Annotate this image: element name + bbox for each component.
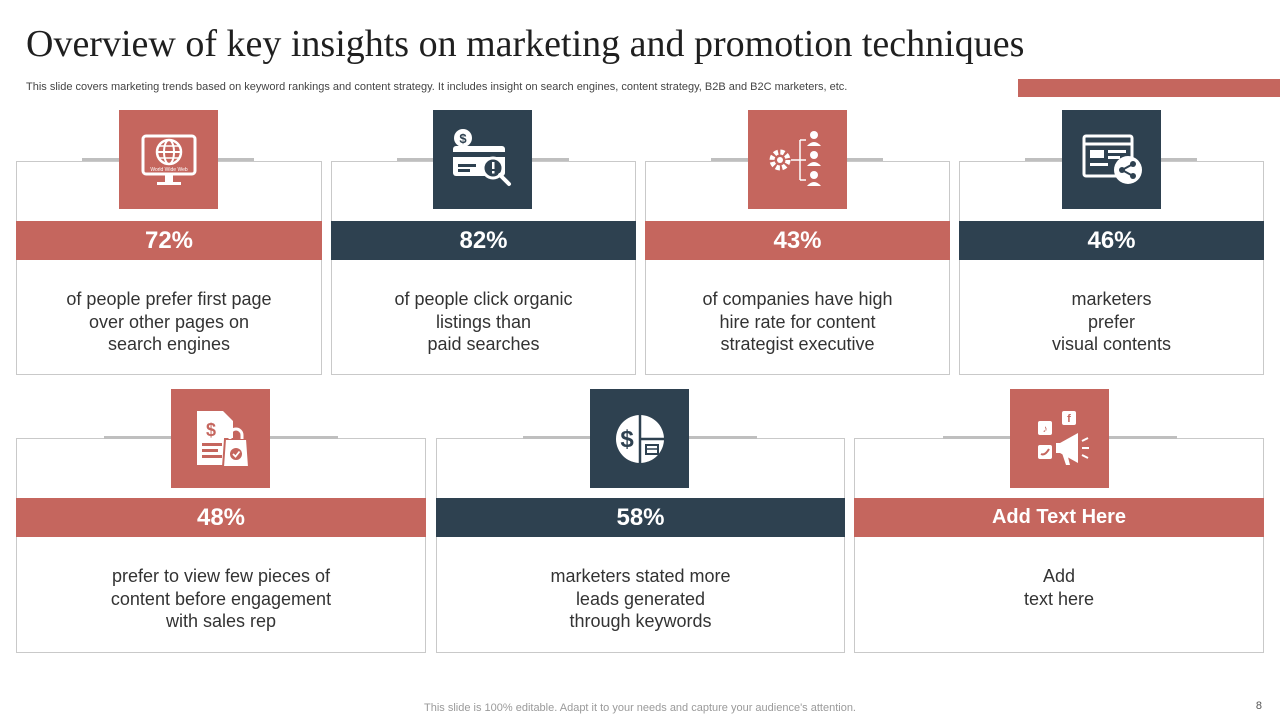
insight-line: marketers	[1071, 289, 1152, 309]
insight-line: prefer to view few pieces of	[111, 566, 331, 586]
footer-note: This slide is 100% editable. Adapt it to…	[424, 702, 856, 714]
insight-text-5: prefer to view few pieces of content bef…	[16, 565, 426, 633]
insight-line: over other pages on	[88, 311, 250, 332]
paid-search-card-icon: $	[452, 128, 511, 186]
insight-line: of people click organic	[394, 289, 573, 309]
insight-text-7: Add text here	[854, 565, 1264, 610]
stat-band-6: 58%	[436, 498, 845, 537]
stat-band-4: 46%	[959, 221, 1264, 260]
insight-text-2: of people click organic listings than pa…	[331, 288, 636, 356]
stat-band-5: 48%	[16, 498, 426, 537]
insight-line: strategist executive	[720, 334, 875, 354]
svg-text:♪: ♪	[1042, 424, 1047, 435]
insight-line: paid searches	[427, 334, 540, 354]
world-wide-web-icon: World Wide Web	[141, 134, 196, 185]
content-strategist-hierarchy-icon	[769, 130, 821, 186]
insight-line: through keywords	[569, 611, 712, 631]
accent-bar	[1018, 79, 1280, 97]
icon-box-3	[748, 110, 847, 209]
stat-band-3: 43%	[645, 221, 950, 260]
social-media-megaphone-icon: f ♪	[1037, 410, 1089, 465]
svg-text:f: f	[1067, 413, 1071, 425]
insight-line: visual contents	[1051, 334, 1172, 354]
icon-box-7: f ♪	[1010, 389, 1109, 488]
visual-content-share-icon	[1082, 134, 1142, 184]
insight-line: Add	[1042, 566, 1076, 586]
insight-line: content before engagement	[110, 588, 332, 609]
insight-line: listings than	[435, 311, 532, 332]
insight-line: leads generated	[575, 588, 706, 609]
insight-text-4: marketers prefer visual contents	[959, 288, 1264, 356]
svg-text:$: $	[205, 420, 215, 440]
insight-line: prefer	[1087, 311, 1136, 332]
insight-line: text here	[1023, 588, 1095, 609]
insight-line: search engines	[107, 334, 231, 354]
insight-line: of companies have high	[702, 289, 893, 309]
insight-text-3: of companies have high hire rate for con…	[645, 288, 950, 356]
icon-box-6: $	[590, 389, 689, 488]
insight-line: with sales rep	[165, 611, 277, 631]
insight-line: hire rate for content	[719, 311, 876, 332]
page-subtitle: This slide covers marketing trends based…	[26, 81, 848, 93]
insight-line: marketers stated more	[550, 566, 731, 586]
icon-box-2: $	[433, 110, 532, 209]
invoice-shopping-bag-icon: $	[196, 410, 250, 468]
insight-line: of people prefer first page	[66, 289, 272, 309]
dollar-pie-chart-icon: $	[615, 414, 664, 463]
svg-text:$: $	[459, 131, 467, 146]
stat-band-2: 82%	[331, 221, 636, 260]
page-title: Overview of key insights on marketing an…	[26, 23, 1025, 65]
icon-box-5: $	[171, 389, 270, 488]
insight-text-1: of people prefer first page over other p…	[16, 288, 322, 356]
page-number: 8	[1255, 700, 1262, 712]
icon-box-1: World Wide Web	[119, 110, 218, 209]
insight-text-6: marketers stated more leads generated th…	[436, 565, 845, 633]
svg-text:World Wide Web: World Wide Web	[150, 167, 188, 173]
svg-text:$: $	[620, 426, 634, 453]
stat-band-1: 72%	[16, 221, 322, 260]
icon-box-4	[1062, 110, 1161, 209]
stat-band-7: Add Text Here	[854, 498, 1264, 537]
